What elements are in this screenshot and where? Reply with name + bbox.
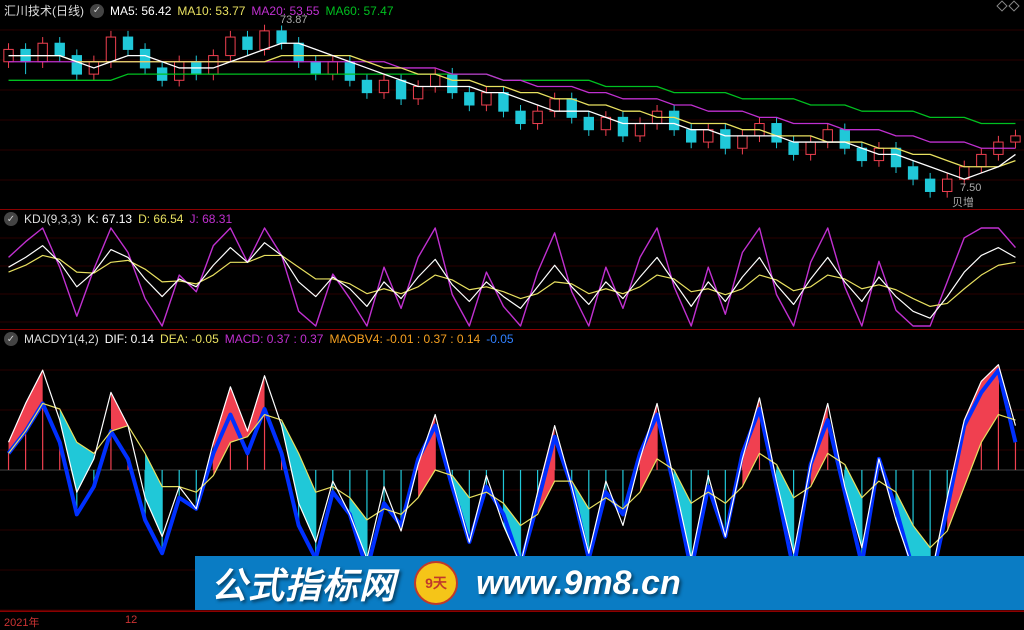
- macd-label: -0.05: [486, 332, 513, 346]
- price-annotation: 贝增: [952, 194, 974, 210]
- kdj-panel[interactable]: ✓ KDJ(9,3,3) K: 67.13 D: 66.54 J: 68.31: [0, 210, 1024, 330]
- time-label: 2021年: [4, 614, 39, 630]
- watermark-url: www.9m8.cn: [476, 564, 681, 603]
- time-label: 12: [125, 614, 137, 626]
- ma-label: MA5: 56.42: [110, 4, 171, 18]
- kdj-label: J: 68.31: [189, 212, 232, 226]
- ma-label: MA20: 53.55: [251, 4, 319, 18]
- time-axis: 2021年 12: [0, 611, 1024, 627]
- diamond-icon[interactable]: [996, 0, 1007, 11]
- check-icon[interactable]: ✓: [4, 212, 18, 226]
- price-panel-header: 汇川技术(日线) ✓ MA5: 56.42 MA10: 53.77 MA20: 53…: [4, 2, 400, 19]
- kdj-panel-header: ✓ KDJ(9,3,3) K: 67.13 D: 66.54 J: 68.31: [4, 212, 238, 226]
- macd-panel-header: ✓ MACDY1(4,2) DIF: 0.14 DEA: -0.05 MACD: 0…: [4, 332, 520, 346]
- kdj-chart-svg: [0, 210, 1024, 330]
- kdj-label: D: 66.54: [138, 212, 183, 226]
- macd-label: DIF: 0.14: [105, 332, 154, 346]
- panel-controls: [998, 2, 1018, 10]
- stock-title: 汇川技术(日线): [4, 2, 84, 19]
- check-icon[interactable]: ✓: [90, 4, 104, 18]
- macd-label: MACD: 0.37 : 0.37: [225, 332, 324, 346]
- watermark-banner: 公式指标网 9天 www.9m8.cn: [195, 556, 1024, 610]
- price-annotation: 7.50: [960, 182, 981, 194]
- macd-label: MAOBV4: -0.01 : 0.37 : 0.14: [329, 332, 480, 346]
- price-chart-svg: [0, 0, 1024, 210]
- diamond-icon[interactable]: [1008, 0, 1019, 11]
- kdj-label: K: 67.13: [87, 212, 132, 226]
- watermark-text-cn: 公式指标网: [211, 557, 396, 609]
- macd-label: DEA: -0.05: [160, 332, 219, 346]
- stock-chart-container: 汇川技术(日线) ✓ MA5: 56.42 MA10: 53.77 MA20: 53…: [0, 0, 1024, 627]
- macd-title: MACDY1(4,2): [24, 332, 99, 346]
- check-icon[interactable]: ✓: [4, 332, 18, 346]
- kdj-title: KDJ(9,3,3): [24, 212, 81, 226]
- ma-label: MA10: 53.77: [177, 4, 245, 18]
- watermark-seal-icon: 9天: [414, 561, 458, 605]
- ma-label: MA60: 57.47: [325, 4, 393, 18]
- price-panel[interactable]: 汇川技术(日线) ✓ MA5: 56.42 MA10: 53.77 MA20: 53…: [0, 0, 1024, 210]
